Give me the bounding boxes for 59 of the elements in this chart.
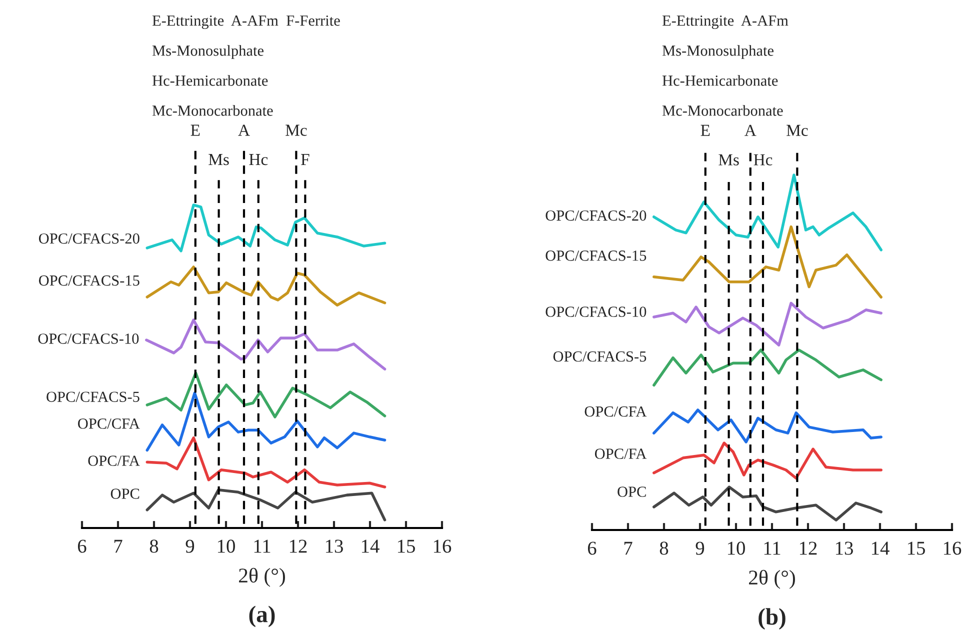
x-tick-label: 10 [218, 540, 235, 553]
series-label: OPC/CFACS-5 [553, 351, 646, 362]
series-label: OPC/CFACS-10 [38, 334, 139, 344]
series-label: OPC/CFACS-5 [46, 392, 140, 402]
x-tick-label: 11 [254, 540, 270, 553]
x-tick-label: 14 [872, 542, 890, 555]
series-label: OPC/CFACS-20 [546, 210, 646, 221]
x-axis-title: 2θ (°) [749, 570, 795, 589]
x-tick-label: 15 [908, 542, 925, 555]
series-label: OPC/FA [594, 448, 647, 459]
ref-line-label: E [190, 124, 200, 136]
x-tick-label: 12 [800, 542, 817, 555]
x-tick-label: 13 [836, 542, 853, 555]
series-label: OPC/CFA [78, 418, 140, 429]
text: (a) [249, 606, 275, 628]
x-tick-label: 6 [78, 540, 86, 553]
x-tick-label: 15 [398, 540, 415, 553]
x-tick-label: 9 [186, 540, 194, 553]
x-tick-label: 6 [588, 542, 596, 555]
series-label: OPC/CFACS-20 [38, 233, 140, 244]
ref-line-label: Mc [786, 124, 808, 136]
x-tick-label: 7 [624, 542, 632, 555]
text: E-Ettringite A-AFm F-Ferrite [152, 16, 340, 29]
ref-line-label: Ms [718, 154, 739, 166]
series-label: OPC/CFACS-10 [546, 306, 646, 317]
x-tick-label: 9 [696, 542, 704, 555]
x-tick-label: 16 [434, 540, 452, 553]
text: Ms-Monosulphate [152, 45, 264, 59]
x-axis-title: 2θ (°) [239, 568, 285, 587]
text: Mc-Monocarbonate [152, 105, 273, 116]
x-tick-label: 8 [150, 540, 158, 553]
ref-line-label: F [301, 154, 310, 165]
ref-line-label: Ms [208, 154, 229, 166]
series-label: OPC/CFA [584, 406, 647, 417]
series-label: OPC [110, 488, 140, 499]
ref-line-label: Mc [286, 124, 307, 136]
ref-line-label: A [238, 124, 250, 136]
ref-line-label: Hc [754, 154, 772, 166]
x-tick-label: 16 [944, 542, 962, 555]
ref-line-label: Hc [249, 154, 268, 166]
text: (b) [758, 608, 786, 630]
x-tick-label: 7 [114, 540, 122, 553]
x-tick-label: 12 [290, 540, 307, 553]
x-tick-label: 8 [660, 542, 668, 555]
text: Mc-Monocarbonate [662, 105, 783, 116]
text: Hc-Hemicarbonate [152, 75, 268, 86]
series-label: OPC/CFACS-15 [546, 250, 646, 261]
x-tick-label: 11 [764, 542, 780, 555]
series-label: OPC/FA [88, 456, 140, 466]
x-tick-label: 13 [326, 540, 343, 553]
text: Ms-Monosulphate [662, 45, 774, 59]
series-label: OPC/CFACS-15 [38, 275, 140, 286]
x-tick-label: 10 [728, 542, 745, 555]
ref-line-label: E [700, 124, 710, 136]
ref-line-label: A [744, 124, 756, 136]
series-label: OPC [618, 486, 646, 497]
text: E-Ettringite A-AFm [662, 16, 788, 29]
x-tick-label: 14 [362, 540, 380, 553]
text: Hc-Hemicarbonate [662, 75, 778, 86]
